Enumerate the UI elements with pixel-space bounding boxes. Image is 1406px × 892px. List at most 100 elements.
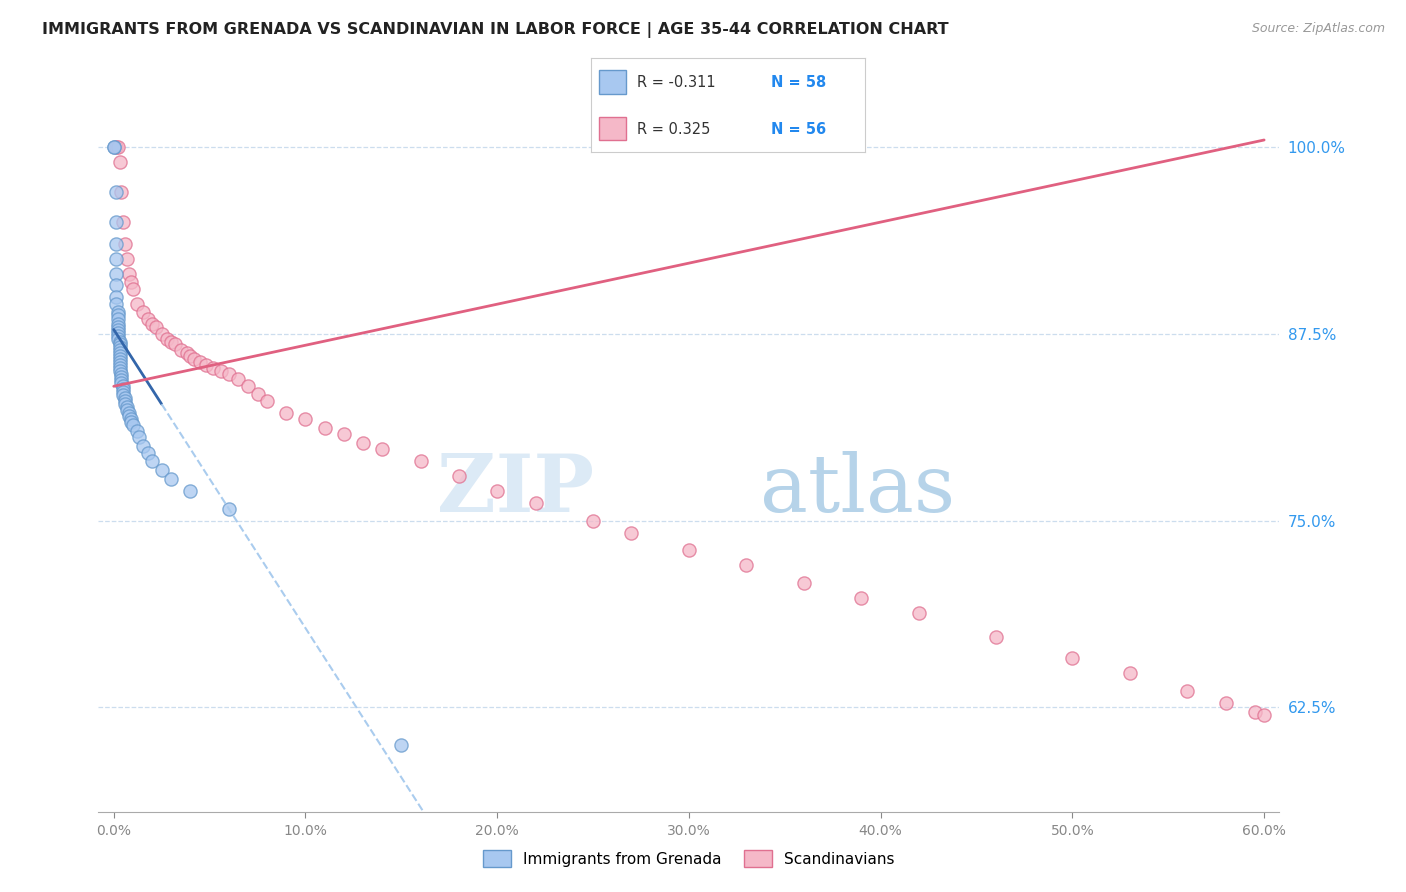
Text: R = -0.311: R = -0.311 [637,75,716,90]
Point [110,368,132,382]
Point [209,364,232,378]
Point [160,472,183,486]
Point [103,140,125,154]
Point [246,386,269,401]
Point [176,346,198,360]
Point [136,312,159,326]
Point [108,364,131,378]
Point [104,215,127,229]
Point [104,252,127,267]
Point [1062,651,1084,665]
Point [112,388,135,402]
Point [141,317,163,331]
Point [202,361,225,376]
Point [122,418,145,433]
Text: Source: ZipAtlas.com: Source: ZipAtlas.com [1251,22,1385,36]
Bar [599,117,626,140]
Point [218,368,240,382]
Point [678,543,700,558]
Point [108,355,131,369]
Point [108,361,131,376]
Point [120,275,142,289]
Point [108,359,131,373]
Point [120,412,142,426]
Point [156,332,179,346]
Point [194,359,217,373]
Point [115,403,138,417]
Point [108,352,131,367]
Point [851,591,873,606]
Point [107,140,129,154]
Point [120,415,142,429]
Point [114,394,136,409]
Point [136,446,159,460]
Point [188,355,211,369]
Point [486,483,509,498]
Point [125,424,148,438]
Point [236,379,259,393]
Point [112,385,135,400]
Point [793,576,815,591]
Point [170,343,193,358]
Text: ZIP: ZIP [437,450,595,529]
Point [112,215,135,229]
Point [447,468,470,483]
Point [1119,665,1142,680]
Point [107,317,129,331]
Point [114,237,136,252]
Point [104,277,127,292]
Point [108,341,131,355]
Point [118,268,141,282]
Point [524,496,547,510]
Point [1253,707,1275,722]
Point [620,525,643,540]
Text: N = 58: N = 58 [772,75,827,90]
Point [1243,705,1265,719]
Point [1215,696,1237,710]
Point [104,268,127,282]
Point [371,442,394,456]
Point [118,409,141,424]
Point [145,319,167,334]
Point [294,412,316,426]
Point [256,394,278,409]
Point [218,501,240,516]
Point [118,406,141,420]
Point [112,379,135,393]
Legend: Immigrants from Grenada, Scandinavians: Immigrants from Grenada, Scandinavians [477,844,901,873]
Point [125,297,148,311]
Point [107,319,129,334]
Point [314,421,336,435]
Point [108,334,131,349]
Point [114,397,136,411]
Point [150,463,173,477]
Point [122,282,145,296]
Point [333,427,356,442]
Point [735,558,758,573]
Point [183,352,205,367]
Point [104,140,127,154]
Text: IMMIGRANTS FROM GRENADA VS SCANDINAVIAN IN LABOR FORCE | AGE 35-44 CORRELATION C: IMMIGRANTS FROM GRENADA VS SCANDINAVIAN … [42,22,949,38]
Text: R = 0.325: R = 0.325 [637,121,710,136]
Point [908,606,931,620]
Point [104,186,127,200]
Point [160,334,183,349]
Point [108,155,131,169]
Point [107,322,129,336]
Point [104,297,127,311]
Point [179,483,201,498]
Point [389,738,412,752]
Point [115,252,138,267]
Text: N = 56: N = 56 [772,121,827,136]
Point [107,308,129,322]
Text: atlas: atlas [759,450,955,529]
Point [107,332,129,346]
Point [131,304,153,318]
Bar [599,70,626,94]
Point [409,454,432,468]
Point [276,406,298,420]
Point [107,312,129,326]
Point [104,237,127,252]
Point [1177,683,1199,698]
Point [228,372,250,386]
